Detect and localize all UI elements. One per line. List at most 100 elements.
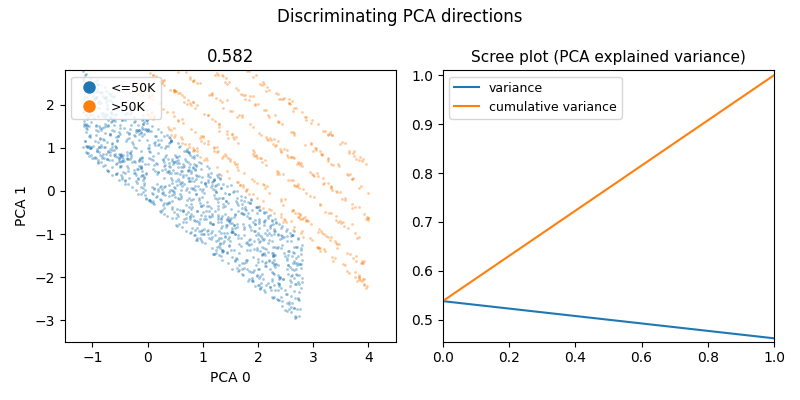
Point [313,226,326,232]
Point [215,172,228,178]
Point [230,164,243,170]
Point [132,103,145,110]
Point [136,104,149,111]
Point [323,130,336,137]
Point [261,183,274,189]
Point [175,168,188,174]
Point [289,210,302,216]
Point [93,100,106,107]
Point [236,112,249,118]
Point [258,263,271,269]
Point [80,116,93,122]
Point [289,270,302,277]
Point [182,140,195,147]
Point [307,173,320,179]
Point [227,222,240,228]
Point [124,126,137,132]
Point [234,182,246,188]
Point [79,99,92,105]
Point [150,181,163,187]
Point [166,109,179,116]
Point [269,244,282,250]
Point [176,120,189,126]
Point [215,195,228,201]
Point [268,228,281,234]
Point [188,152,201,159]
Point [92,89,105,96]
Point [317,174,330,181]
Point [213,243,226,250]
Point [258,185,271,191]
Point [194,154,206,160]
Point [135,191,148,197]
Point [278,306,291,313]
Point [274,196,287,202]
Point [243,93,256,100]
Point [355,260,368,266]
Point [170,87,182,94]
Point [134,155,146,161]
Point [217,72,230,79]
Point [282,96,295,102]
Point [147,116,160,122]
Point [90,87,103,94]
Point [127,141,140,147]
Point [290,244,303,250]
Point [187,186,200,192]
Point [118,178,131,184]
Point [183,144,196,150]
Point [282,271,294,277]
Point [83,108,96,114]
Point [216,213,229,220]
Point [156,80,169,87]
Point [277,275,290,282]
Point [303,235,316,242]
Point [138,175,150,181]
Point [194,138,207,144]
Point [103,132,116,138]
Point [121,168,134,175]
Point [176,223,189,230]
Point [263,212,276,219]
Point [128,119,141,126]
Point [106,164,118,170]
Point [146,72,159,78]
Point [322,210,335,216]
Point [120,149,133,155]
Point [174,181,187,187]
Point [182,150,195,156]
Point [312,229,325,235]
Point [273,276,286,282]
Point [158,82,170,88]
Point [138,180,150,187]
Point [146,96,158,102]
Point [112,132,125,139]
Point [189,232,202,238]
Point [295,257,308,263]
Point [205,170,218,176]
Point [125,138,138,145]
Point [220,223,233,230]
Point [210,148,223,155]
Point [193,173,206,179]
Point [96,155,109,161]
Point [196,185,209,192]
Point [185,168,198,174]
Point [235,114,248,120]
Point [271,287,284,293]
Point [201,162,214,169]
Point [289,295,302,301]
Point [141,136,154,143]
Point [79,70,92,77]
Point [266,218,278,224]
Point [118,125,130,132]
Point [88,95,101,101]
Point [144,197,157,203]
Point [246,278,259,284]
Point [83,81,96,88]
Point [238,232,251,238]
Point [132,137,145,143]
Point [116,116,129,123]
Point [234,197,247,203]
Point [80,86,93,92]
